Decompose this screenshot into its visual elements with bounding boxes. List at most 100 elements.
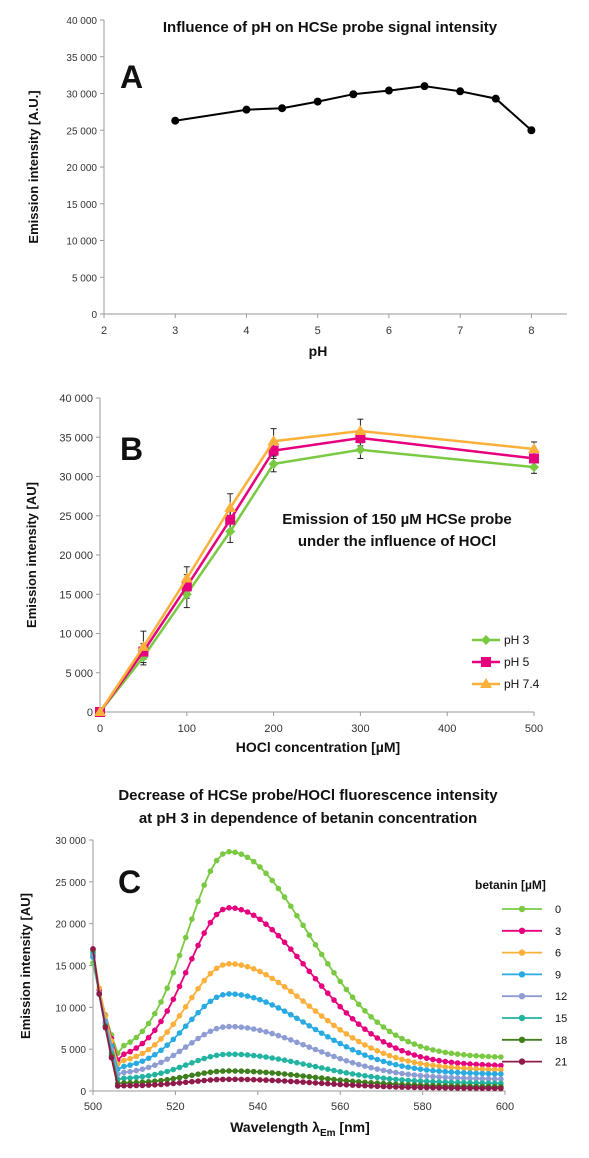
panel-c-data-point [263,971,269,978]
panel-a-y-tick-label: 20 000 [66,163,97,174]
panel-c-data-point [454,1075,461,1081]
panel-c-data-point [220,1076,226,1083]
panel-c-data-point [189,1078,195,1085]
panel-c-data-point [355,1049,362,1056]
panel-c-data-point [355,1001,362,1008]
panel-c-data-point [454,1085,461,1091]
panel-c-title-line2: at pH 3 in dependence of betanin concent… [139,810,477,827]
panel-a-y-tick-label: 25 000 [66,126,97,137]
panel-c-data-point [152,1071,158,1078]
panel-c-data-point [275,885,282,892]
panel-c-data-point [176,983,183,990]
panel-c-data-point [275,932,282,939]
panel-c-data-point [176,1080,183,1086]
panel-c-data-point [312,1080,319,1086]
panel-c-data-point [368,1031,374,1037]
panel-c-data-point [331,997,337,1003]
panel-c-data-point [306,968,313,975]
panel-a-y-tick-label: 5 000 [72,273,97,284]
panel-c-data-point [417,1078,424,1084]
panel-c-data-point [374,1056,381,1063]
panel-c-data-point [269,1030,276,1037]
panel-c-data-point [195,1009,201,1016]
panel-c-data-point [133,1045,140,1051]
panel-c-data-point [250,1026,257,1032]
panel-c-data-point [485,1053,492,1060]
panel-c-x-ticks: 500 520 540 560 580 600 [84,1091,514,1113]
panel-c-data-point [226,1051,232,1057]
panel-c-data-point [213,911,220,918]
panel-c-data-point [257,864,263,870]
panel-c-data-point [201,1031,207,1038]
panel-c-data-point [269,975,276,982]
panel-b-x-tick-label: 400 [438,723,456,735]
panel-c-data-point [374,1035,381,1041]
panel-c-data-point [257,1077,263,1083]
panel-c-data-point [152,1027,158,1034]
panel-c-data-point [306,1079,313,1086]
panel-c-data-point [436,1068,442,1074]
panel-c-data-point [454,1069,461,1076]
panel-c-legend-label: 6 [555,948,561,960]
panel-c-data-point [263,999,269,1005]
panel-c-data-point [114,1083,121,1089]
panel-c-data-point [288,946,294,952]
panel-c-data-point [498,1085,504,1092]
panel-c-data-point [275,1032,282,1039]
panel-a-x-tick-label: 6 [386,325,392,337]
panel-c-data-point [498,1067,504,1073]
panel-c-data-point [250,994,257,1001]
panel-c-data-point [288,1078,294,1085]
panel-c-data-point [90,946,96,952]
panel-c-data-point [176,952,183,959]
panel-c-data-point [201,977,207,984]
panel-c-data-point [405,1038,412,1045]
panel-c-data-point [300,922,306,929]
panel-c-data-point [473,1061,480,1068]
panel-c-data-point [362,1063,368,1069]
panel-c-data-point [139,1073,146,1080]
panel-c-data-point [288,1071,294,1078]
panel-c-data-point [331,1053,337,1060]
panel-c-data-point [461,1085,467,1091]
panel-b-series-line [98,429,535,713]
panel-c-data-point [195,942,201,949]
panel-c-data-point [152,1042,158,1048]
panel-c-data-point [386,1083,393,1090]
panel-c-data-point [430,1047,436,1053]
panel-b-legend: pH 3 pH 5 pH 7.4 [472,633,540,691]
panel-b-marker-diamond [225,526,236,537]
panel-c-xlabel-sub: Em [320,1128,336,1139]
panel-c-data-point [454,1051,461,1057]
panel-a-data-point [527,126,536,135]
panel-c-data-point [170,1066,177,1073]
panel-c-data-point [201,930,207,936]
panel-c-legend-label: 18 [555,1035,567,1047]
panel-c-data-point [318,951,325,958]
panel-c-data-point [362,1052,368,1058]
panel-c-data-point [411,1041,418,1047]
panel-c-data-point [121,1057,127,1064]
panel-c-data-point [220,962,226,968]
panel-c-data-point [102,1024,109,1031]
panel-c-data-point [386,1042,393,1048]
panel-c-data-point [355,1082,362,1089]
panel-c-data-point [294,993,300,999]
panel-c-data-point [238,1068,245,1074]
panel-c-data-point [325,1017,331,1024]
panel-c-data-point [238,851,245,857]
panel-c-data-point [491,1062,498,1068]
panel-c-data-point [281,1078,288,1084]
panel-a-y-tick-label: 10 000 [66,237,97,248]
panel-c-data-point [399,1070,405,1077]
panel-c-data-point [393,1054,399,1061]
panel-c-data-point [213,965,220,972]
panel-c-data-point [257,1053,263,1059]
panel-c-data-point [442,1058,449,1065]
panel-c-data-point [473,1066,480,1072]
panel-c-legend-label: 0 [555,904,561,916]
panel-c-data-point [275,1056,282,1062]
panel-b-marker-diamond [355,444,366,455]
panel-b-y-ticks: 0 5 000 10 000 15 000 20 000 25 000 30 000 35 0… [59,393,100,719]
panel-c-data-point [121,1042,127,1049]
